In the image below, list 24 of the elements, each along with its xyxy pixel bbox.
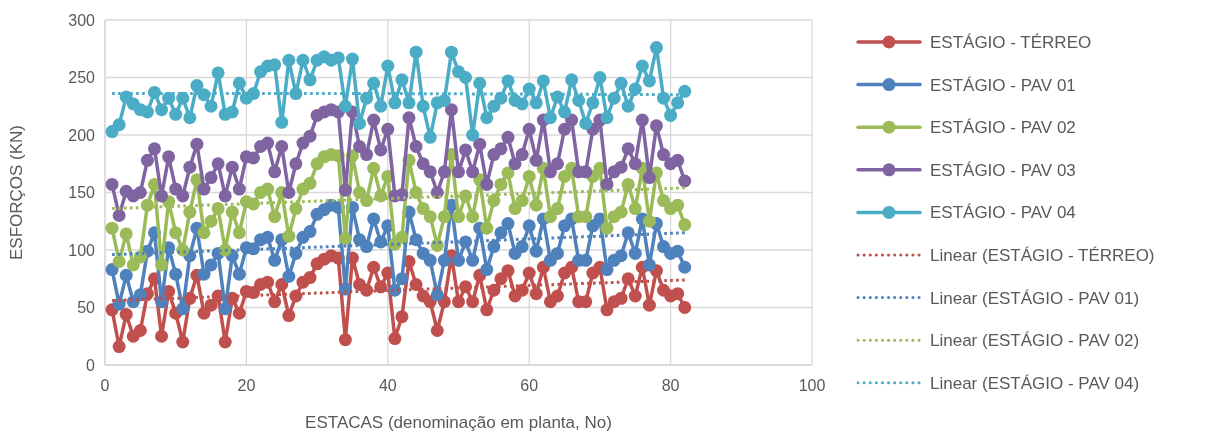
y-tick-label: 300 xyxy=(68,11,96,29)
y-tick-label: 250 xyxy=(68,69,96,87)
y-tick-label: 0 xyxy=(86,356,96,374)
y-tick-label: 50 xyxy=(77,299,96,317)
legend-label: Linear (ESTÁGIO - PAV 02) xyxy=(930,331,1140,351)
x-tick-label: 60 xyxy=(520,377,539,394)
x-tick-label: 100 xyxy=(798,377,826,394)
x-tick-label: 0 xyxy=(100,377,110,394)
x-tick-label: 40 xyxy=(378,377,397,394)
legend-label: ESTÁGIO - PAV 01 xyxy=(930,75,1076,95)
y-axis-title: ESFORÇOS (KN) xyxy=(7,124,26,261)
y-tick-label: 200 xyxy=(68,126,96,144)
legend-label: ESTÁGIO - TÉRREO xyxy=(930,32,1092,52)
y-tick-label: 100 xyxy=(68,241,96,259)
legend-label: ESTÁGIO - PAV 02 xyxy=(930,118,1076,138)
x-tick-label: 20 xyxy=(237,377,256,394)
legend-label: ESTÁGIO - PAV 04 xyxy=(930,203,1076,223)
x-tick-label: 80 xyxy=(661,377,680,394)
legend-label: Linear (ESTÁGIO - TÉRREO) xyxy=(930,245,1155,265)
legend-label: Linear (ESTÁGIO - PAV 04) xyxy=(930,373,1140,393)
y-tick-label: 150 xyxy=(68,184,96,202)
legend-label: ESTÁGIO - PAV 03 xyxy=(930,160,1076,180)
legend-label: Linear (ESTÁGIO - PAV 01) xyxy=(930,288,1140,308)
x-axis-title: ESTACAS (denominação em planta, No) xyxy=(305,413,612,432)
